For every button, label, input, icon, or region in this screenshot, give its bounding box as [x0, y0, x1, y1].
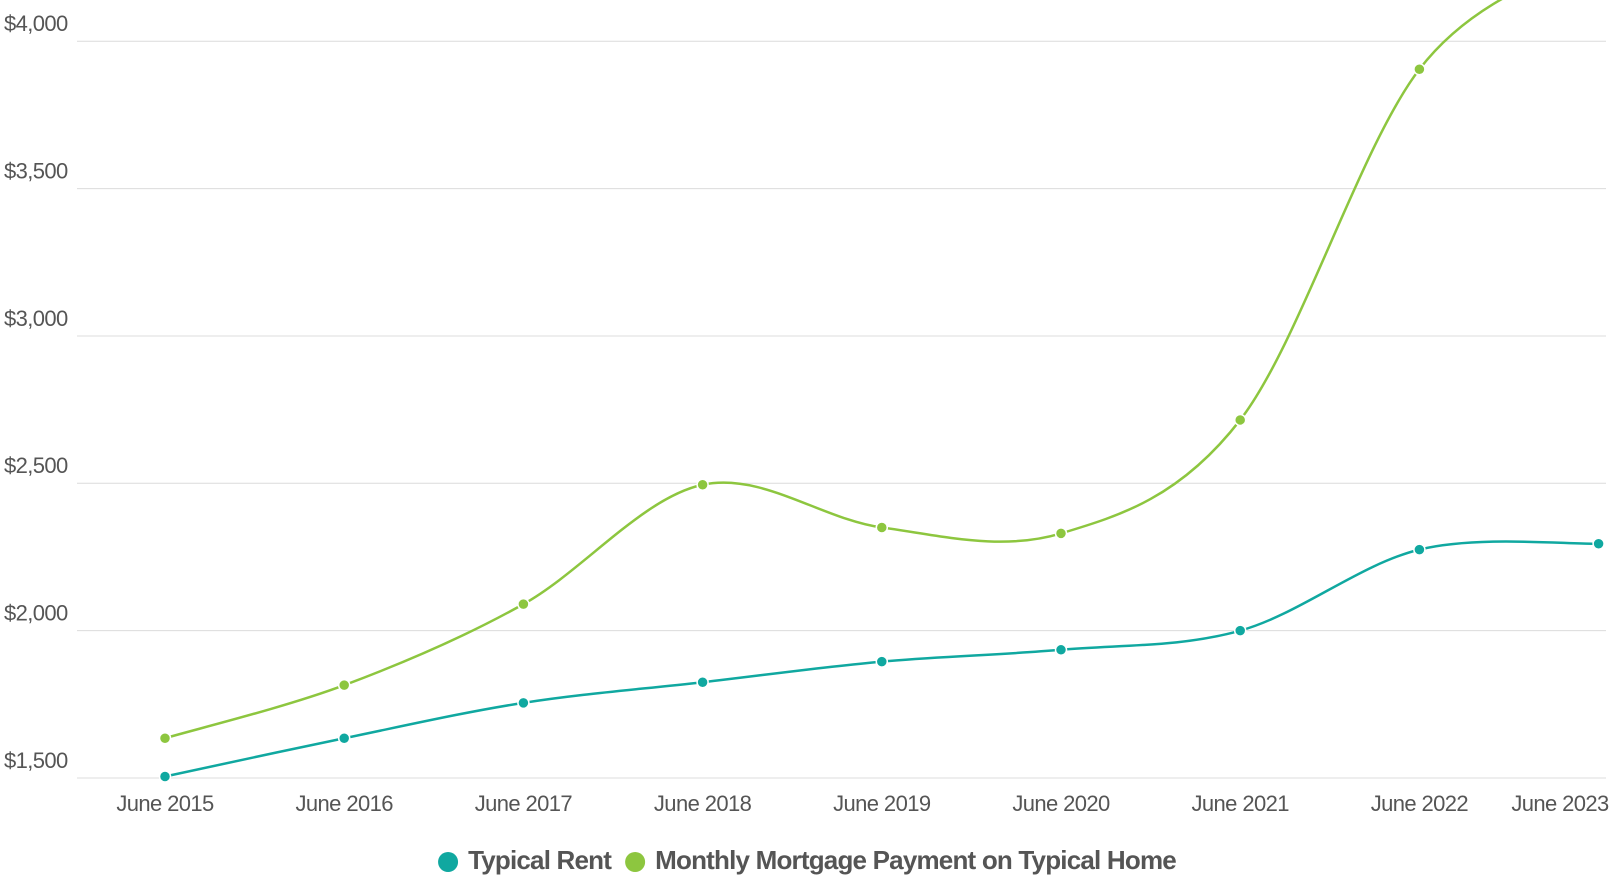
y-tick-label: $2,000: [4, 600, 68, 625]
x-tick-label: June 2017: [475, 791, 573, 816]
y-tick-label: $2,500: [4, 453, 68, 478]
data-point: [696, 675, 709, 689]
data-point: [517, 696, 530, 710]
x-tick-label: June 2019: [833, 791, 931, 816]
x-tick-label: June 2022: [1371, 791, 1469, 816]
x-tick-label: June 2015: [116, 791, 214, 816]
data-point: [1054, 527, 1068, 540]
x-tick-label: June 2020: [1012, 791, 1110, 816]
legend: Typical Rent Monthly Mortgage Payment on …: [438, 845, 1177, 875]
data-point: [1592, 537, 1605, 550]
y-tick-label: $3,000: [4, 306, 68, 331]
x-tick-label: June 2021: [1192, 791, 1290, 816]
y-tick-label: $3,500: [4, 158, 68, 183]
data-point: [1233, 413, 1247, 427]
y-tick-label: $1,500: [4, 748, 68, 773]
data-point: [517, 597, 530, 611]
series-line: [164, 0, 1503, 740]
data-point: [158, 731, 172, 745]
data-point: [875, 521, 889, 534]
data-point: [337, 731, 351, 745]
y-tick-label: $4,000: [4, 11, 68, 36]
data-point: [1054, 643, 1068, 657]
legend-marker: [438, 852, 459, 872]
plot: [158, 0, 1605, 783]
data-point: [696, 478, 709, 492]
x-tick-label: June 2023: [1511, 791, 1609, 816]
legend-marker: [625, 852, 646, 872]
data-point: [337, 678, 351, 692]
x-tick-label: June 2018: [654, 791, 752, 816]
data-point: [1413, 63, 1426, 76]
x-tick-label: June 2016: [296, 791, 394, 816]
legend-label: Typical Rent: [468, 845, 612, 875]
grid: $1,500 $2,000 $2,500 $3,000 $3,500 $4,000 June…: [4, 11, 1610, 816]
data-point: [1233, 624, 1247, 637]
data-point: [875, 655, 889, 668]
legend-label: Monthly Mortgage Payment on Typical Home: [655, 845, 1176, 875]
data-point: [158, 770, 172, 783]
data-point: [1413, 543, 1426, 556]
